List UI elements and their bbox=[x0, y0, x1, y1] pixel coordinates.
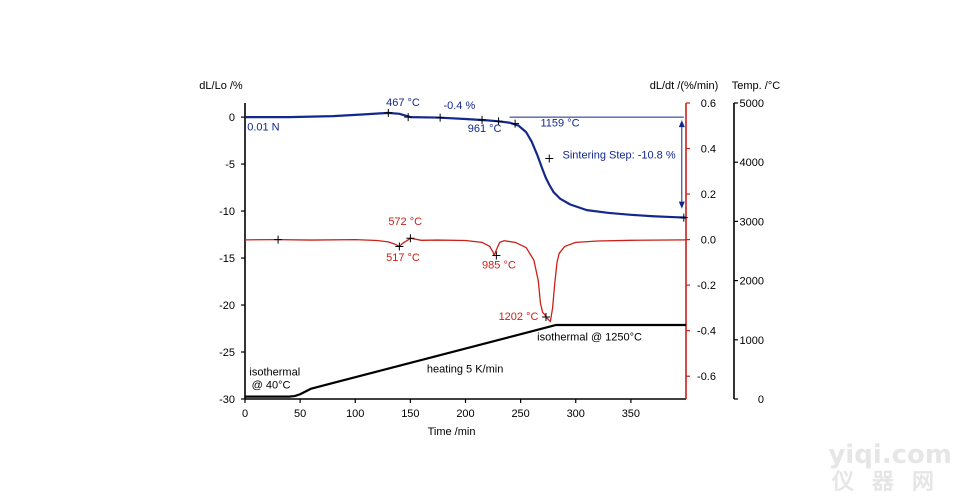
x-tick-label: 250 bbox=[511, 408, 529, 420]
rate-tick-label: 0.4 bbox=[701, 144, 716, 156]
temp-tick-label: 3000 bbox=[740, 216, 764, 228]
rate-tick-label: -0.2 bbox=[697, 280, 716, 292]
left-tick-label: -20 bbox=[219, 300, 235, 312]
annotation-label: 1159 °C bbox=[540, 117, 579, 129]
temp-tick-label: 5000 bbox=[740, 98, 764, 110]
x-tick-label: 350 bbox=[622, 408, 640, 420]
rate-tick-label: 0.6 bbox=[701, 98, 716, 110]
marker-cross bbox=[395, 242, 404, 251]
marker-cross bbox=[511, 119, 520, 128]
left-tick-label: 0 bbox=[229, 112, 235, 124]
series-dl-dt bbox=[244, 237, 687, 323]
x-tick-label: 100 bbox=[346, 408, 364, 420]
marker-cross bbox=[384, 108, 393, 117]
marker-cross bbox=[404, 113, 413, 122]
annotation-label: 961 °C bbox=[468, 123, 502, 135]
annotation-label: Sintering Step: -10.8 % bbox=[563, 149, 676, 161]
marker-cross bbox=[478, 115, 487, 124]
temp-tick-label: 2000 bbox=[740, 276, 764, 288]
temp-tick-label: 0 bbox=[758, 394, 764, 406]
annotation-label: -0.4 % bbox=[443, 100, 475, 112]
marker-cross bbox=[406, 234, 415, 243]
x-tick-label: 150 bbox=[401, 408, 419, 420]
x-axis-label: Time /min bbox=[428, 426, 476, 438]
annotation-label: 467 °C bbox=[386, 97, 420, 109]
marker-cross bbox=[541, 313, 550, 322]
sintering-step-arrow-head-bottom bbox=[678, 201, 685, 209]
x-tick-label: 0 bbox=[242, 408, 248, 420]
annotation-label: 572 °C bbox=[388, 216, 422, 228]
watermark-line-2: 仪器网 bbox=[831, 470, 952, 495]
annotation-label: 517 °C bbox=[386, 252, 420, 264]
x-tick-label: 200 bbox=[456, 408, 474, 420]
rate-tick-label: -0.4 bbox=[697, 326, 716, 338]
left-tick-label: -25 bbox=[219, 347, 235, 359]
series-temp bbox=[245, 323, 686, 398]
annotation-label: 0.01 N bbox=[247, 121, 279, 133]
rate-tick-label: -0.6 bbox=[697, 371, 716, 383]
marker-cross bbox=[436, 113, 445, 122]
annotation-label: isothermal bbox=[249, 367, 300, 379]
temp-tick-label: 4000 bbox=[740, 157, 764, 169]
annotation-label: 985 °C bbox=[482, 259, 516, 271]
watermark: yiqi.com 仪器网 bbox=[828, 442, 952, 494]
marker-cross bbox=[274, 235, 283, 244]
marker-cross bbox=[679, 213, 688, 222]
marker-cross bbox=[492, 251, 501, 260]
annotation-label: @ 40°C bbox=[252, 380, 291, 392]
sintering-step-arrow-head-top bbox=[678, 120, 685, 128]
rate-axis-label: dL/dt /(%/min) bbox=[650, 80, 718, 92]
annotation-label: 1202 °C bbox=[499, 311, 539, 323]
marker-cross bbox=[494, 117, 503, 126]
left-axis-label: dL/Lo /% bbox=[199, 80, 243, 92]
left-tick-label: -30 bbox=[219, 394, 235, 406]
marker-cross bbox=[545, 154, 554, 163]
rate-tick-label: 0.2 bbox=[701, 189, 716, 201]
watermark-line-1: yiqi.com bbox=[828, 440, 952, 470]
x-tick-label: 50 bbox=[294, 408, 306, 420]
left-tick-label: -15 bbox=[219, 253, 235, 265]
left-tick-label: -10 bbox=[219, 206, 235, 218]
temp-axis-label: Temp. /°C bbox=[732, 80, 780, 92]
rate-tick-label: 0.0 bbox=[701, 235, 716, 247]
annotation-label: isothermal @ 1250°C bbox=[537, 332, 642, 344]
annotation-label: heating 5 K/min bbox=[427, 364, 503, 376]
temp-tick-label: 1000 bbox=[740, 335, 764, 347]
series-dl-lo bbox=[245, 111, 687, 219]
left-tick-label: -5 bbox=[225, 159, 235, 171]
x-tick-label: 300 bbox=[567, 408, 585, 420]
